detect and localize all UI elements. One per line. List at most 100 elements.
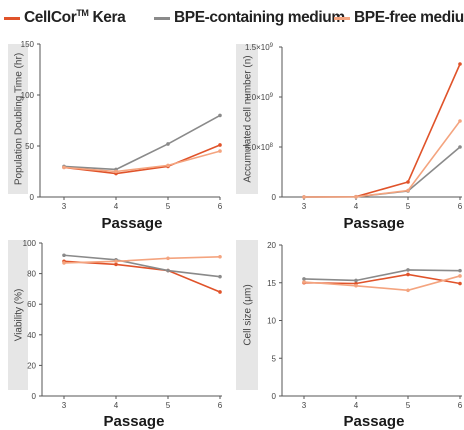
series-line-3-2 xyxy=(63,254,221,278)
y-tick-label-3-3: 60 xyxy=(27,300,36,309)
data-point-1-2-2 xyxy=(166,142,170,146)
data-point-3-3-0 xyxy=(62,261,66,265)
legend: CellCorTM Kera BPE-containing medium BPE… xyxy=(0,0,464,36)
x-axis-label-3: Passage xyxy=(104,413,165,430)
x-axis-label-4: Passage xyxy=(344,413,405,430)
x-tick-label-1-3: 6 xyxy=(218,202,223,211)
x-tick-label-2-2: 5 xyxy=(406,202,411,211)
legend-item-cellcor: CellCorTM Kera xyxy=(4,8,126,28)
y-tick-label-2-0: 0 xyxy=(272,193,277,202)
ylabel-band-3 xyxy=(8,240,28,390)
data-point-4-3-1 xyxy=(354,283,358,288)
data-point-1-3-0 xyxy=(62,165,66,170)
legend-swatch-bpe-containing xyxy=(154,16,170,20)
data-point-4-2-1 xyxy=(354,278,358,283)
y-tick-exponent-2-1: 8 xyxy=(270,143,274,149)
y-tick-label-3-0: 0 xyxy=(32,392,37,401)
data-point-4-2-2 xyxy=(406,268,410,272)
data-point-4-3-2 xyxy=(406,288,410,293)
data-point-4-3-3 xyxy=(458,274,462,278)
legend-label-bpe-free: BPE-free medium xyxy=(354,9,464,26)
x-tick-label-2-3: 6 xyxy=(458,202,463,211)
series-line-1-2 xyxy=(63,114,221,171)
data-point-2-1-3 xyxy=(458,62,462,66)
data-point-4-1-2 xyxy=(406,272,410,277)
x-tick-label-4-3: 6 xyxy=(458,401,463,410)
x-tick-label-4-2: 5 xyxy=(406,401,411,410)
x-tick-label-2-1: 4 xyxy=(354,202,359,211)
data-point-3-3-1 xyxy=(114,259,118,264)
series-line-4-3 xyxy=(303,275,461,292)
data-point-1-3-2 xyxy=(166,163,170,168)
x-tick-label-3-2: 5 xyxy=(166,401,171,410)
legend-item-bpe-free: BPE-free medium xyxy=(334,8,464,28)
x-tick-label-1-2: 5 xyxy=(166,202,171,211)
data-point-3-2-2 xyxy=(166,268,170,273)
data-point-1-3-3 xyxy=(218,149,222,153)
y-tick-label-4-3: 15 xyxy=(267,279,276,288)
x-tick-label-4-1: 4 xyxy=(354,401,359,410)
y-tick-label-3-2: 40 xyxy=(27,331,36,340)
y-tick-label-2-2: 1.0×109 xyxy=(245,93,274,102)
legend-swatch-bpe-free xyxy=(334,16,350,20)
data-point-3-1-1 xyxy=(114,262,118,267)
data-point-3-3-2 xyxy=(166,256,170,261)
data-point-3-3-3 xyxy=(218,254,222,259)
data-point-4-2-0 xyxy=(302,277,306,281)
series-line-1-3 xyxy=(63,150,221,173)
data-point-1-2-3 xyxy=(218,113,222,118)
series-line-2-3 xyxy=(303,120,461,198)
ylabel-band-1 xyxy=(8,44,28,194)
y-axis-label-1: Population Doubling Time (hr) xyxy=(14,53,25,185)
y-tick-label-4-0: 0 xyxy=(272,392,277,401)
series-line-1-1 xyxy=(63,144,221,175)
data-point-2-3-1 xyxy=(354,195,358,199)
data-point-1-3-1 xyxy=(114,169,118,174)
data-point-2-3-3 xyxy=(458,119,462,123)
x-axis-label-1: Passage xyxy=(102,215,163,232)
y-tick-label-3-5: 100 xyxy=(23,239,37,248)
data-point-3-1-3 xyxy=(218,290,222,294)
y-tick-label-4-4: 20 xyxy=(267,241,276,250)
x-tick-label-1-1: 4 xyxy=(114,202,119,211)
y-tick-label-1-3: 150 xyxy=(21,40,35,49)
x-tick-label-3-3: 6 xyxy=(218,401,223,410)
ylabel-band-2 xyxy=(236,44,258,194)
data-point-1-1-3 xyxy=(218,143,222,147)
y-tick-exponent-2-3: 9 xyxy=(270,43,274,49)
y-tick-label-1-0: 0 xyxy=(30,193,35,202)
y-tick-label-3-1: 20 xyxy=(27,361,36,370)
legend-label-bpe-containing: BPE-containing medium xyxy=(174,9,345,26)
y-axis-label-4: Cell size (μm) xyxy=(243,284,254,345)
ylabel-band-4 xyxy=(236,240,258,390)
data-point-3-2-3 xyxy=(218,274,222,279)
series-line-2-1 xyxy=(303,63,461,198)
data-point-2-3-0 xyxy=(302,195,306,199)
x-tick-label-4-0: 3 xyxy=(302,401,307,410)
data-point-4-1-3 xyxy=(458,281,462,286)
legend-item-bpe-containing: BPE-containing medium xyxy=(154,8,345,28)
x-axis-label-2: Passage xyxy=(344,215,405,232)
x-tick-label-3-0: 3 xyxy=(62,401,67,410)
x-tick-label-3-1: 4 xyxy=(114,401,119,410)
legend-swatch-cellcor xyxy=(4,16,20,20)
data-point-4-2-3 xyxy=(458,268,462,273)
data-point-2-2-3 xyxy=(458,145,462,149)
data-point-2-3-2 xyxy=(406,188,410,193)
data-point-3-2-0 xyxy=(62,253,66,258)
data-point-4-3-0 xyxy=(302,280,306,284)
data-point-2-1-2 xyxy=(406,180,410,184)
y-tick-label-4-1: 5 xyxy=(272,354,277,363)
y-tick-label-2-1: 5.0×108 xyxy=(245,143,274,152)
y-tick-label-2-3: 1.5×109 xyxy=(245,43,274,52)
legend-label-cellcor: CellCorTM Kera xyxy=(24,8,126,27)
x-tick-label-2-0: 3 xyxy=(302,202,307,211)
y-tick-label-4-2: 10 xyxy=(267,317,276,326)
y-tick-exponent-2-2: 9 xyxy=(270,93,274,99)
series-line-3-3 xyxy=(63,255,221,264)
y-tick-label-1-2: 100 xyxy=(21,91,35,100)
y-axis-label-3: Viability (%) xyxy=(14,289,25,342)
y-axis-label-2: Accumulated cell number (n) xyxy=(243,55,254,182)
y-tick-label-1-1: 50 xyxy=(25,142,34,151)
